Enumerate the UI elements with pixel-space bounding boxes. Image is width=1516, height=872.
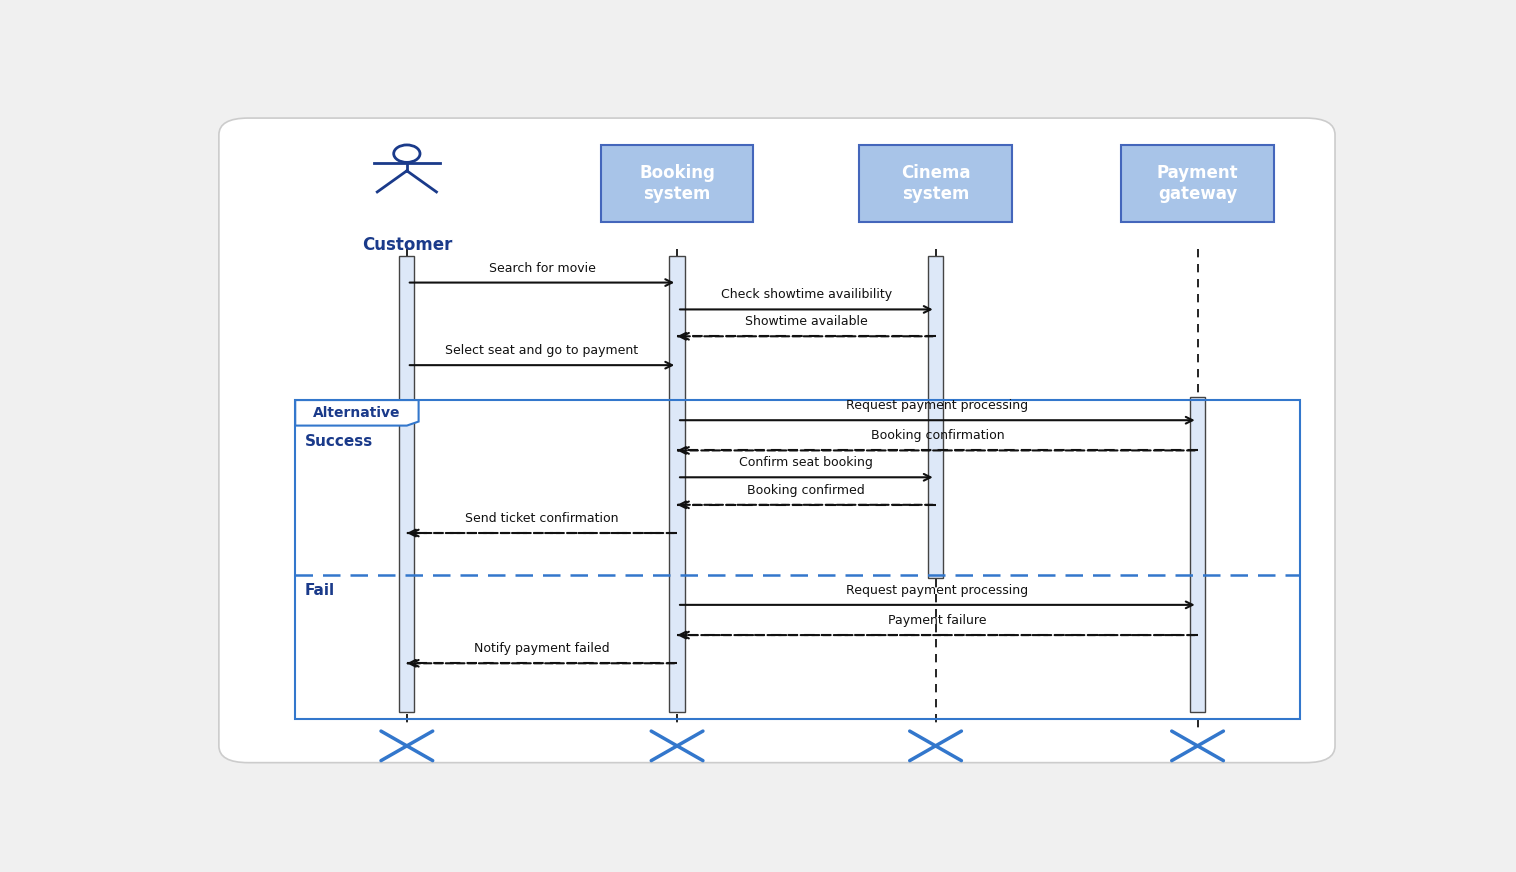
Bar [928, 255, 943, 578]
Bar [670, 255, 685, 712]
Text: Request payment processing: Request payment processing [846, 584, 1028, 596]
Text: Booking confirmation: Booking confirmation [870, 429, 1004, 442]
Text: Booking
system: Booking system [640, 164, 716, 203]
Bar [399, 255, 414, 712]
Text: Showtime available: Showtime available [744, 316, 867, 328]
Text: Payment
gateway: Payment gateway [1157, 164, 1239, 203]
Text: Notify payment failed: Notify payment failed [475, 642, 609, 655]
Text: Fail: Fail [305, 582, 335, 597]
Text: Alternative: Alternative [314, 405, 400, 419]
Text: Select seat and go to payment: Select seat and go to payment [446, 344, 638, 358]
Bar [1122, 145, 1273, 222]
Text: Booking confirmed: Booking confirmed [747, 484, 866, 497]
Bar [860, 145, 1013, 222]
Text: Confirm seat booking: Confirm seat booking [740, 456, 873, 469]
Text: Check showtime availibility: Check showtime availibility [720, 289, 891, 302]
Text: Send ticket confirmation: Send ticket confirmation [465, 512, 619, 525]
Text: Request payment processing: Request payment processing [846, 399, 1028, 412]
Text: Success: Success [305, 433, 373, 449]
Text: Search for movie: Search for movie [488, 262, 596, 275]
Bar [1190, 397, 1205, 712]
FancyBboxPatch shape [218, 118, 1336, 763]
Polygon shape [296, 400, 418, 426]
Text: Cinema
system: Cinema system [901, 164, 970, 203]
Bar [600, 145, 753, 222]
Text: Payment failure: Payment failure [888, 614, 987, 627]
Text: Customer: Customer [362, 235, 452, 254]
Bar [296, 400, 1299, 719]
